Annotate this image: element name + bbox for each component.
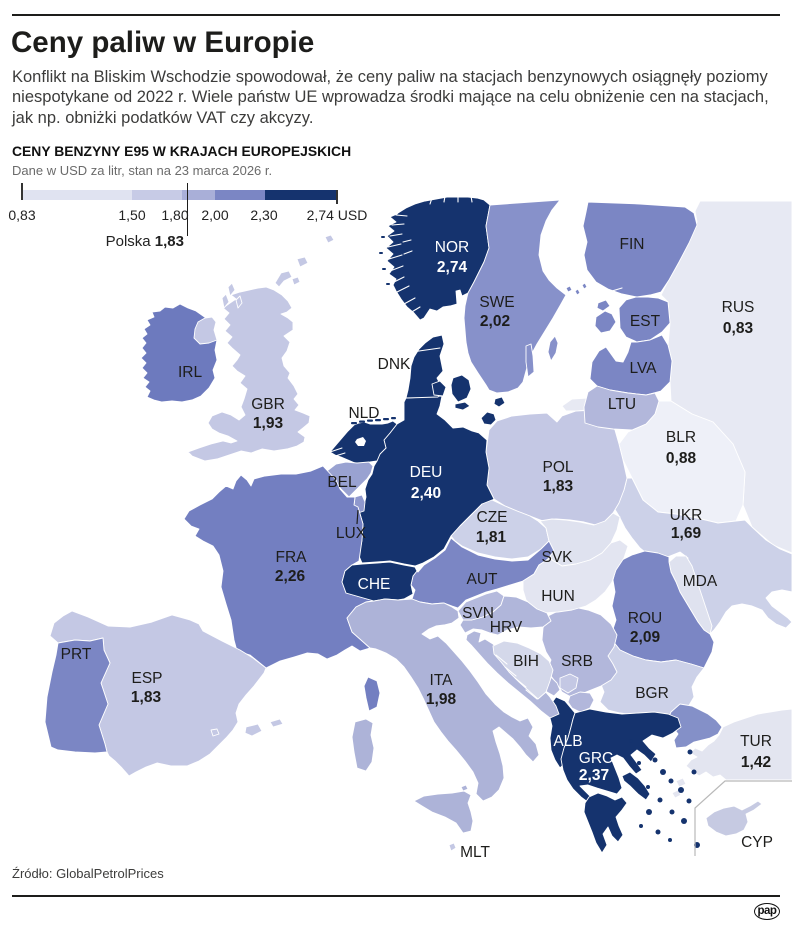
svg-text:HUN: HUN <box>541 588 575 605</box>
svg-text:2,26: 2,26 <box>275 568 306 585</box>
svg-text:CHE: CHE <box>358 576 391 593</box>
svg-text:1,98: 1,98 <box>426 691 457 708</box>
svg-text:CYP: CYP <box>741 834 773 851</box>
svg-text:BGR: BGR <box>635 685 669 702</box>
svg-text:1,81: 1,81 <box>476 529 507 546</box>
svg-text:GRC: GRC <box>579 750 613 767</box>
svg-text:SWE: SWE <box>479 294 514 311</box>
svg-text:NOR: NOR <box>435 239 469 256</box>
svg-text:1,69: 1,69 <box>671 525 702 542</box>
svg-text:PRT: PRT <box>61 646 92 663</box>
svg-text:1,42: 1,42 <box>741 754 771 771</box>
svg-text:SVK: SVK <box>541 549 573 566</box>
svg-text:DEU: DEU <box>410 464 443 481</box>
svg-text:ROU: ROU <box>628 610 662 627</box>
svg-text:2,40: 2,40 <box>411 485 441 502</box>
svg-text:SVN: SVN <box>462 605 494 622</box>
svg-text:DNK: DNK <box>378 356 411 373</box>
svg-text:EST: EST <box>630 313 661 330</box>
svg-text:TUR: TUR <box>740 733 772 750</box>
svg-text:RUS: RUS <box>722 299 755 316</box>
svg-text:CZE: CZE <box>477 509 508 526</box>
svg-text:AUT: AUT <box>467 571 499 588</box>
svg-text:HRV: HRV <box>490 619 523 636</box>
svg-text:SRB: SRB <box>561 653 593 670</box>
svg-text:NLD: NLD <box>348 405 379 422</box>
svg-text:1,93: 1,93 <box>253 415 284 432</box>
svg-text:1,83: 1,83 <box>131 689 162 706</box>
svg-text:BEL: BEL <box>327 474 357 491</box>
svg-text:GBR: GBR <box>251 396 285 413</box>
svg-text:0,83: 0,83 <box>723 320 754 337</box>
svg-text:2,02: 2,02 <box>480 313 510 330</box>
svg-text:FRA: FRA <box>276 549 308 566</box>
svg-text:LVA: LVA <box>630 360 658 377</box>
svg-text:1,83: 1,83 <box>543 478 574 495</box>
svg-text:LTU: LTU <box>608 396 636 413</box>
svg-text:FIN: FIN <box>620 236 645 253</box>
svg-text:LUX: LUX <box>336 525 367 542</box>
svg-text:BIH: BIH <box>513 653 539 670</box>
svg-text:UKR: UKR <box>670 507 703 524</box>
svg-text:2,37: 2,37 <box>579 767 609 784</box>
svg-text:2,74: 2,74 <box>437 259 468 276</box>
svg-text:2,09: 2,09 <box>630 629 661 646</box>
svg-text:ITA: ITA <box>430 672 454 689</box>
svg-text:IRL: IRL <box>178 364 203 381</box>
svg-text:MDA: MDA <box>683 573 718 590</box>
svg-text:MLT: MLT <box>460 844 490 861</box>
svg-text:BLR: BLR <box>666 429 696 446</box>
svg-text:ALB: ALB <box>553 733 582 750</box>
svg-text:POL: POL <box>542 459 573 476</box>
svg-text:ESP: ESP <box>131 670 162 687</box>
svg-text:0,88: 0,88 <box>666 450 697 467</box>
